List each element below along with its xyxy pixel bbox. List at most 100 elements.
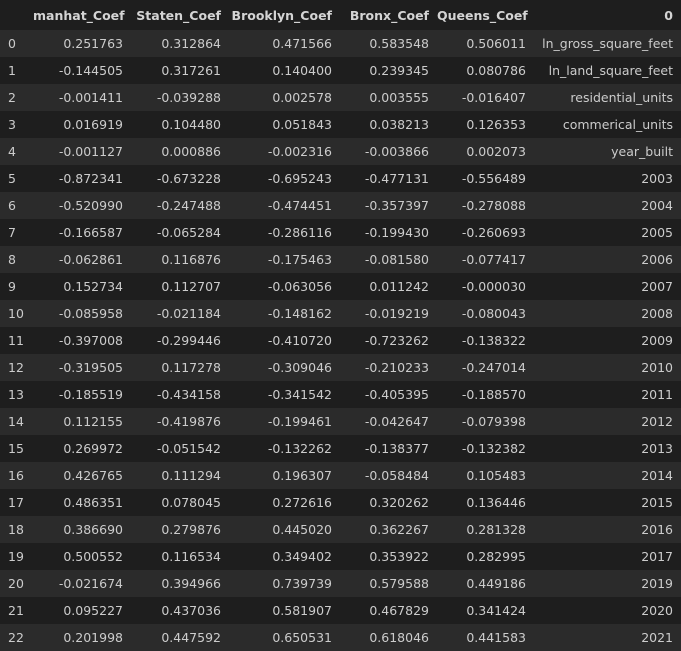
- table-row: 10 -0.085958 -0.021184 -0.148162 -0.019219 -0…: [0, 300, 681, 327]
- table-cell: residential_units: [570, 90, 673, 105]
- table-cell: 0.095227: [63, 603, 123, 618]
- table-cell: 0.618046: [369, 630, 429, 645]
- table-row: 1 -0.144505 0.317261 0.140400 0.239345 0.0807…: [0, 57, 681, 84]
- table-cell: 0.251763: [63, 36, 123, 51]
- header-row: manhat_Coef Staten_Coef Brooklyn_Coef Bronx…: [0, 0, 681, 30]
- table-cell: 2019: [641, 576, 673, 591]
- table-cell: -0.695243: [267, 171, 332, 186]
- table-cell: -0.166587: [58, 225, 123, 240]
- table-row: 4 -0.001127 0.000886 -0.002316 -0.003866 0.00…: [0, 138, 681, 165]
- row-index: 20: [8, 576, 24, 591]
- table-cell: -0.278088: [461, 198, 526, 213]
- table-cell: 0.152734: [63, 279, 123, 294]
- row-index: 1: [8, 63, 16, 78]
- table-cell: -0.474451: [267, 198, 332, 213]
- table-cell: 0.117278: [161, 360, 221, 375]
- table-cell: 0.201998: [63, 630, 123, 645]
- column-header: Brooklyn_Coef: [231, 7, 332, 23]
- table-cell: 2020: [641, 603, 673, 618]
- row-index: 16: [8, 468, 24, 483]
- table-row: 9 0.152734 0.112707 -0.063056 0.011242 -0.000…: [0, 273, 681, 300]
- table-cell: -0.079398: [461, 414, 526, 429]
- table-cell: -0.199461: [267, 414, 332, 429]
- table-cell: 2012: [641, 414, 673, 429]
- table-cell: -0.148162: [267, 306, 332, 321]
- table-cell: 0.000886: [161, 144, 221, 159]
- table-cell: 0.362267: [369, 522, 429, 537]
- table-cell: 0.038213: [369, 117, 429, 132]
- table-cell: -0.051542: [156, 441, 221, 456]
- index-header: [0, 0, 33, 30]
- table-cell: commerical_units: [562, 117, 673, 132]
- row-index: 14: [8, 414, 24, 429]
- table-row: 20 -0.021674 0.394966 0.739739 0.579588 0.449…: [0, 570, 681, 597]
- table-cell: 0.116534: [161, 549, 221, 564]
- table-cell: 0.341424: [466, 603, 526, 618]
- table-cell: -0.520990: [58, 198, 123, 213]
- table-cell: 0.282995: [466, 549, 526, 564]
- row-index: 11: [8, 333, 24, 348]
- table-cell: 0.449186: [466, 576, 526, 591]
- table-cell: -0.286116: [267, 225, 332, 240]
- table-cell: -0.001411: [58, 90, 123, 105]
- row-index: 9: [8, 279, 16, 294]
- table-cell: -0.001127: [58, 144, 123, 159]
- table-cell: -0.247014: [461, 360, 526, 375]
- table-cell: year_built: [611, 144, 673, 159]
- table-cell: -0.058484: [364, 468, 429, 483]
- table-cell: 0.312864: [161, 36, 221, 51]
- table-cell: -0.062861: [58, 252, 123, 267]
- row-index: 2: [8, 90, 16, 105]
- column-header: manhat_Coef: [33, 7, 125, 23]
- table-row: 8 -0.062861 0.116876 -0.175463 -0.081580 -0.0…: [0, 246, 681, 273]
- table-cell: -0.175463: [267, 252, 332, 267]
- table-cell: 0.317261: [161, 63, 221, 78]
- table-cell: -0.434158: [156, 387, 221, 402]
- table-cell: 0.111294: [161, 468, 221, 483]
- table-cell: 0.583548: [369, 36, 429, 51]
- table-cell: 2005: [641, 225, 673, 240]
- table-cell: -0.080043: [461, 306, 526, 321]
- table-cell: -0.132262: [267, 441, 332, 456]
- table-cell: -0.144505: [58, 63, 123, 78]
- table-cell: -0.341542: [267, 387, 332, 402]
- table-cell: 0.136446: [466, 495, 526, 510]
- table-cell: 0.140400: [272, 63, 332, 78]
- table-row: 19 0.500552 0.116534 0.349402 0.353922 0.2829…: [0, 543, 681, 570]
- table-cell: -0.210233: [364, 360, 429, 375]
- table-cell: 2013: [641, 441, 673, 456]
- table-cell: -0.723262: [364, 333, 429, 348]
- table-cell: -0.188570: [461, 387, 526, 402]
- table-cell: -0.872341: [58, 171, 123, 186]
- table-cell: 0.353922: [369, 549, 429, 564]
- column-header: Staten_Coef: [136, 7, 221, 23]
- table-cell: -0.021674: [58, 576, 123, 591]
- table-cell: -0.477131: [364, 171, 429, 186]
- row-index: 0: [8, 36, 16, 51]
- table-cell: 0.426765: [63, 468, 123, 483]
- row-index: 17: [8, 495, 24, 510]
- table-row: 2 -0.001411 -0.039288 0.002578 0.003555 -0.01…: [0, 84, 681, 111]
- table-cell: 0.394966: [161, 576, 221, 591]
- table-cell: ln_land_square_feet: [548, 63, 673, 78]
- table-cell: -0.003866: [364, 144, 429, 159]
- table-cell: 0.471566: [272, 36, 332, 51]
- table-cell: -0.319505: [58, 360, 123, 375]
- table-cell: 0.239345: [369, 63, 429, 78]
- row-index: 4: [8, 144, 16, 159]
- table-cell: 2009: [641, 333, 673, 348]
- table-cell: 0.279876: [161, 522, 221, 537]
- table-row: 16 0.426765 0.111294 0.196307 -0.058484 0.105…: [0, 462, 681, 489]
- table-row: 11 -0.397008 -0.299446 -0.410720 -0.723262 -0…: [0, 327, 681, 354]
- table-cell: 0.581907: [272, 603, 332, 618]
- table-cell: 0.002578: [272, 90, 332, 105]
- row-index: 12: [8, 360, 24, 375]
- table-cell: -0.405395: [364, 387, 429, 402]
- table-row: 22 0.201998 0.447592 0.650531 0.618046 0.4415…: [0, 624, 681, 651]
- table-cell: 0.486351: [63, 495, 123, 510]
- table-cell: 0.104480: [161, 117, 221, 132]
- table-cell: 0.320262: [369, 495, 429, 510]
- table-cell: 0.441583: [466, 630, 526, 645]
- row-index: 22: [8, 630, 24, 645]
